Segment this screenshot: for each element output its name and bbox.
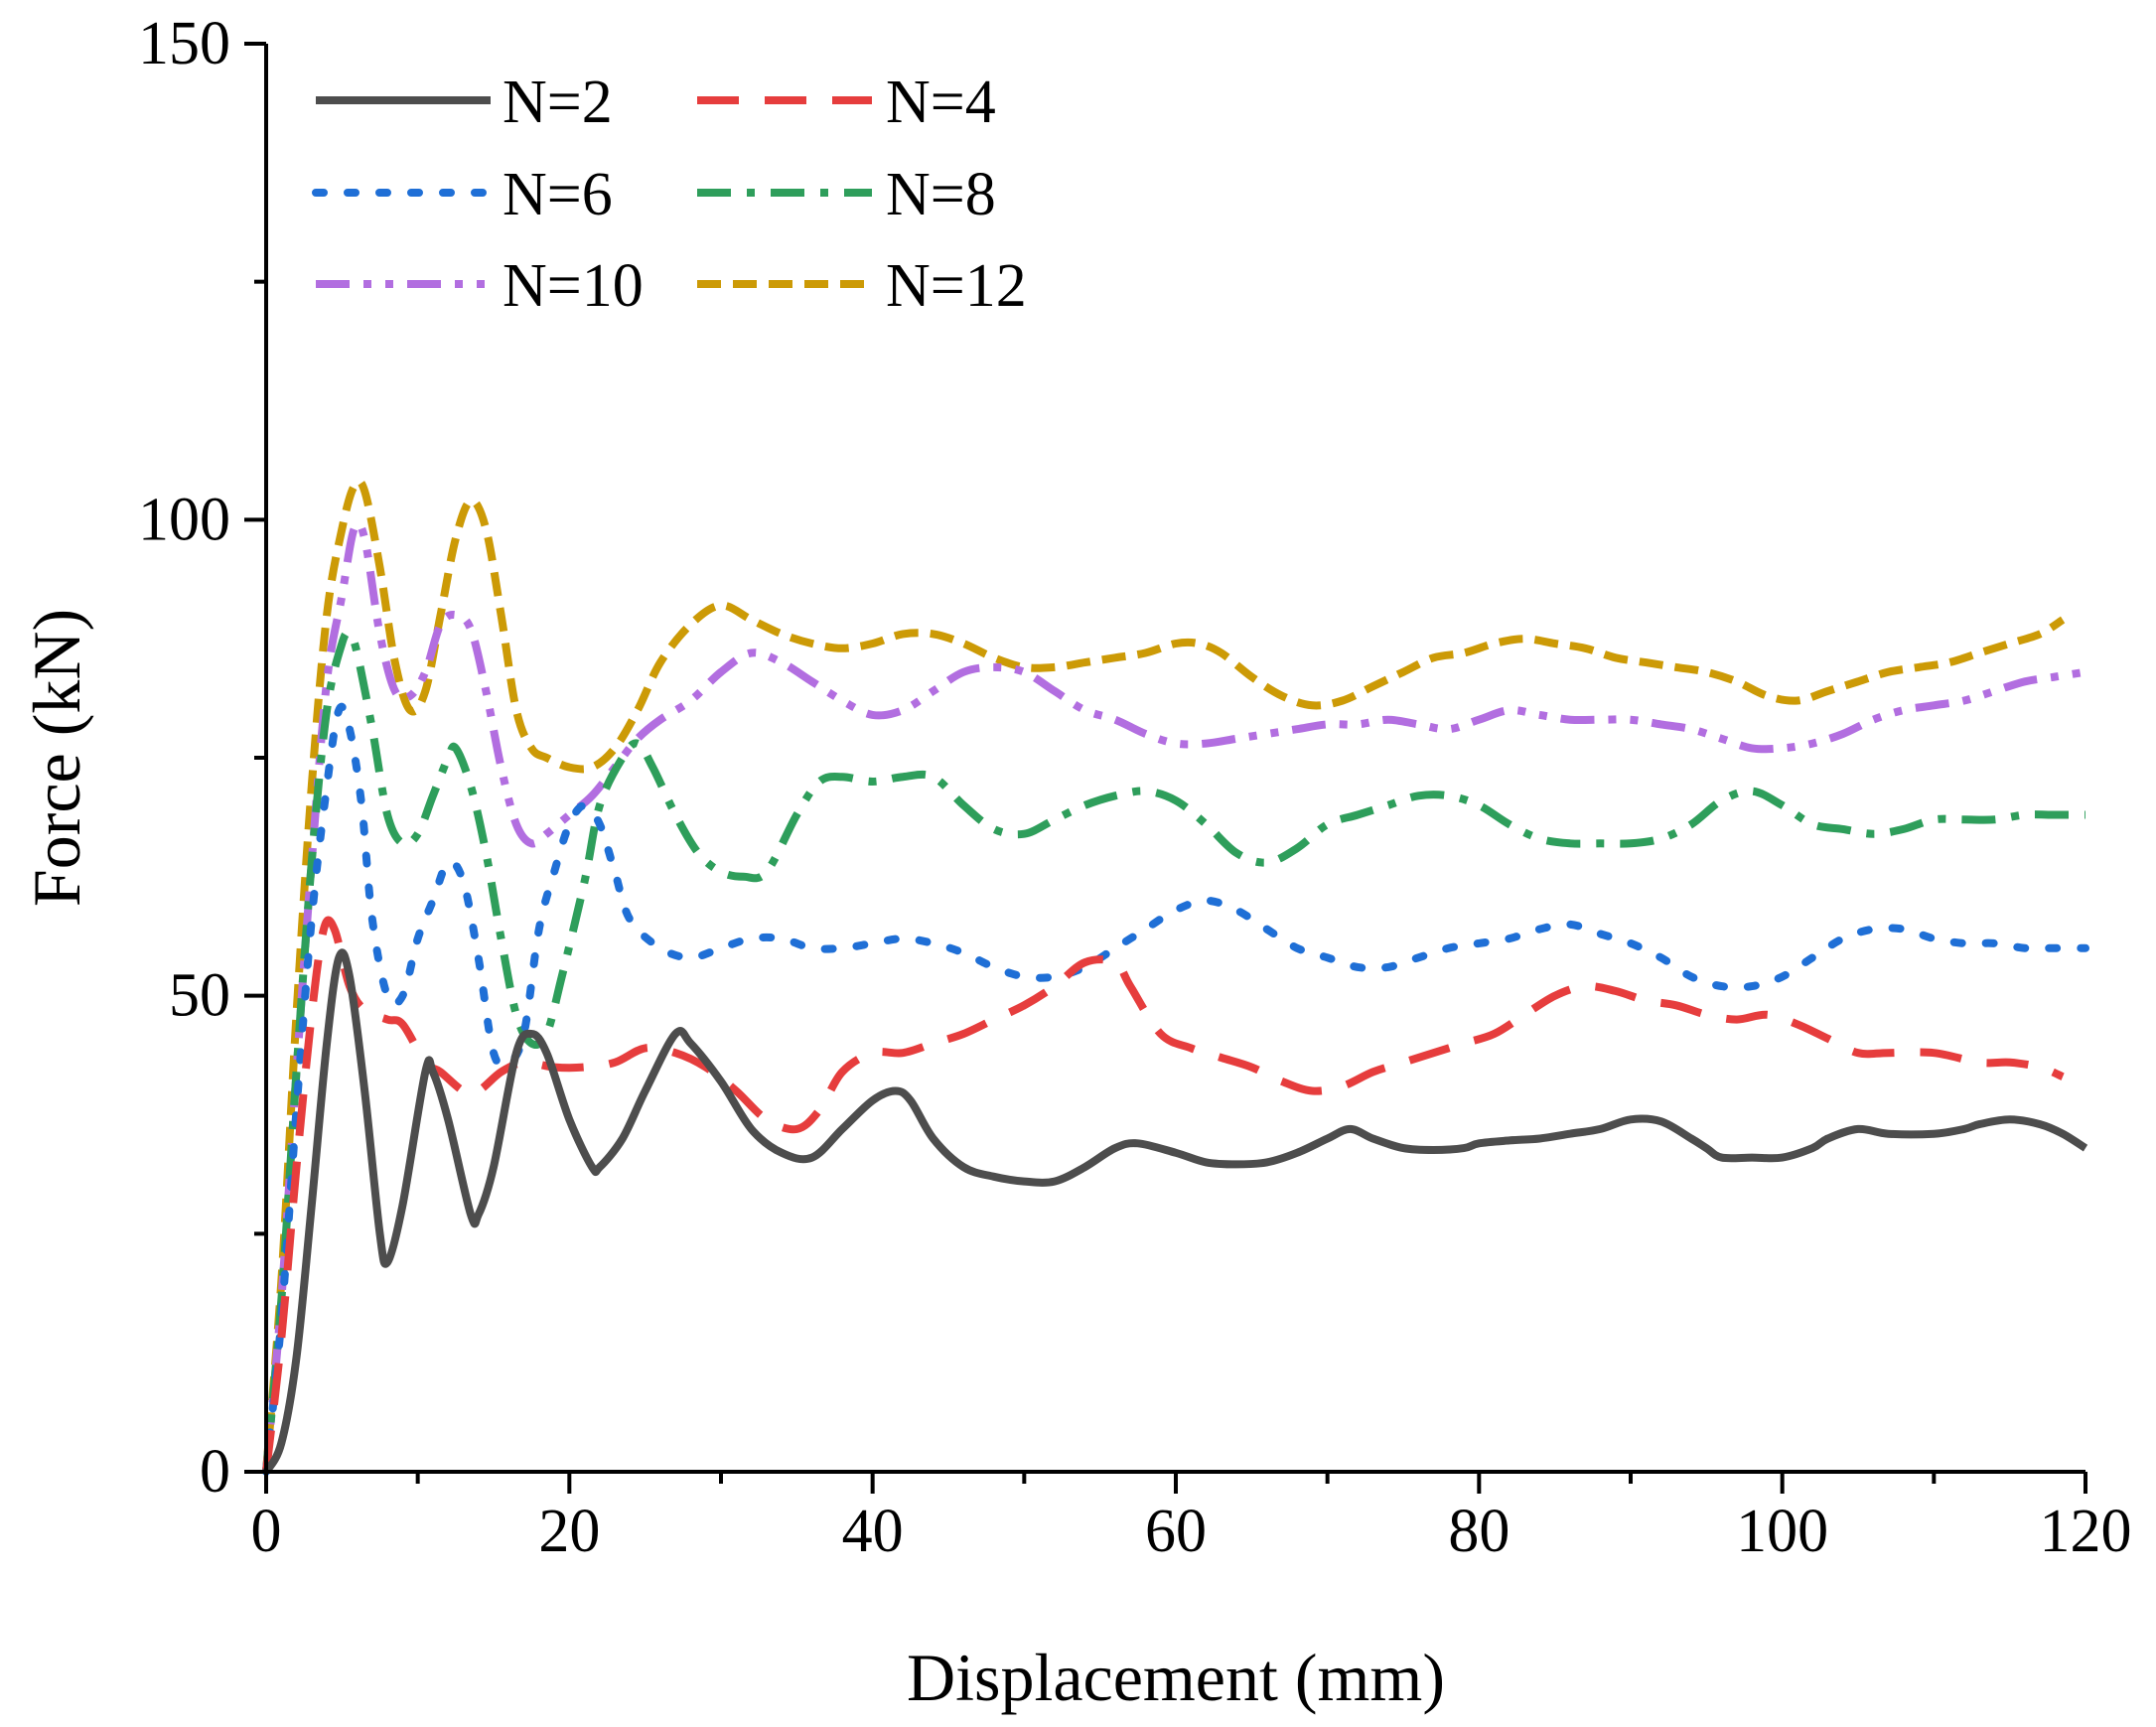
x-tick-label: 40 — [842, 1498, 904, 1565]
series-layer — [262, 477, 2089, 1476]
legend-label-n-2: N=2 — [503, 69, 613, 136]
x-tick-label: 0 — [251, 1498, 282, 1565]
x-tick-label: 60 — [1145, 1498, 1207, 1565]
series-line-n-2 — [262, 948, 2088, 1475]
legend-label-n-8: N=8 — [886, 161, 996, 228]
series-line-n-10 — [262, 519, 2086, 1473]
y-tick-label: 100 — [138, 486, 230, 553]
series-line-n-12 — [262, 477, 2066, 1473]
y-tick-label: 50 — [169, 962, 230, 1030]
x-tick-label: 20 — [538, 1498, 600, 1565]
series-line-n-4 — [262, 916, 2065, 1473]
x-tick-label: 100 — [1736, 1498, 1828, 1565]
x-axis-title: Displacement (mm) — [907, 1640, 1445, 1715]
y-axis-title: Force (kN) — [19, 609, 94, 907]
y-tick-label: 0 — [200, 1438, 230, 1506]
legend-label-n-10: N=10 — [503, 252, 644, 320]
legend: N=2 N=4 N=6 N=8 N=10 N=12 — [312, 69, 1027, 320]
legend-label-n-4: N=4 — [886, 69, 996, 136]
legend-label-n-12: N=12 — [886, 252, 1027, 320]
series-line-n-6 — [262, 702, 2089, 1476]
legend-label-n-6: N=6 — [503, 161, 613, 228]
x-tick-label: 120 — [2040, 1498, 2132, 1565]
x-tick-label: 80 — [1448, 1498, 1509, 1565]
ticks-layer: 0 20 40 60 80 100 120 0 50 100 150 — [138, 10, 2132, 1565]
y-tick-label: 150 — [138, 10, 230, 77]
